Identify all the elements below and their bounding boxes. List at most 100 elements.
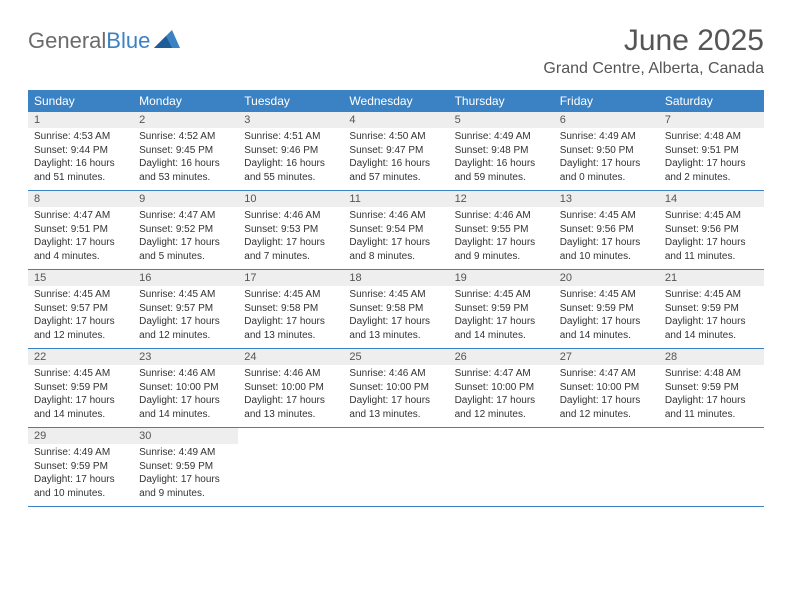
day-cell: Sunrise: 4:49 AMSunset: 9:48 PMDaylight:… [449,128,554,190]
sunset-text: Sunset: 10:00 PM [139,381,232,395]
sunrise-text: Sunrise: 4:52 AM [139,130,232,144]
daylight-text: Daylight: 17 hours and 11 minutes. [665,394,758,421]
sunrise-text: Sunrise: 4:49 AM [560,130,653,144]
day-number: 9 [133,191,238,207]
sunset-text: Sunset: 10:00 PM [455,381,548,395]
sunset-text: Sunset: 10:00 PM [560,381,653,395]
sunset-text: Sunset: 9:44 PM [34,144,127,158]
day-cell: Sunrise: 4:46 AMSunset: 9:54 PMDaylight:… [343,207,448,269]
sunrise-text: Sunrise: 4:47 AM [34,209,127,223]
sunset-text: Sunset: 9:53 PM [244,223,337,237]
daylight-text: Daylight: 16 hours and 55 minutes. [244,157,337,184]
day-number: 26 [449,349,554,365]
day-cell: Sunrise: 4:49 AMSunset: 9:50 PMDaylight:… [554,128,659,190]
daylight-text: Daylight: 17 hours and 14 minutes. [560,315,653,342]
day-cell: Sunrise: 4:45 AMSunset: 9:56 PMDaylight:… [659,207,764,269]
day-number: 17 [238,270,343,286]
day-cell: Sunrise: 4:46 AMSunset: 10:00 PMDaylight… [133,365,238,427]
day-cell: Sunrise: 4:48 AMSunset: 9:59 PMDaylight:… [659,365,764,427]
daylight-text: Daylight: 17 hours and 13 minutes. [349,315,442,342]
day-number-row: 2930 [28,428,764,444]
daylight-text: Daylight: 17 hours and 12 minutes. [139,315,232,342]
day-cell: Sunrise: 4:47 AMSunset: 10:00 PMDaylight… [554,365,659,427]
sunrise-text: Sunrise: 4:45 AM [560,209,653,223]
day-cell: Sunrise: 4:45 AMSunset: 9:58 PMDaylight:… [343,286,448,348]
daylight-text: Daylight: 17 hours and 9 minutes. [455,236,548,263]
calendar: Sunday Monday Tuesday Wednesday Thursday… [28,90,764,507]
weekday-header: Thursday [449,90,554,112]
day-cell: Sunrise: 4:47 AMSunset: 9:51 PMDaylight:… [28,207,133,269]
day-number: 6 [554,112,659,128]
day-cell: Sunrise: 4:46 AMSunset: 9:53 PMDaylight:… [238,207,343,269]
day-cell: Sunrise: 4:47 AMSunset: 10:00 PMDaylight… [449,365,554,427]
sunrise-text: Sunrise: 4:48 AM [665,130,758,144]
day-cell: Sunrise: 4:46 AMSunset: 10:00 PMDaylight… [343,365,448,427]
sunrise-text: Sunrise: 4:51 AM [244,130,337,144]
daylight-text: Daylight: 17 hours and 10 minutes. [34,473,127,500]
sunset-text: Sunset: 9:57 PM [139,302,232,316]
daylight-text: Daylight: 17 hours and 13 minutes. [244,315,337,342]
day-number: 10 [238,191,343,207]
sunset-text: Sunset: 9:51 PM [665,144,758,158]
day-number: 29 [28,428,133,444]
daylight-text: Daylight: 17 hours and 4 minutes. [34,236,127,263]
sunset-text: Sunset: 9:48 PM [455,144,548,158]
sunrise-text: Sunrise: 4:45 AM [665,288,758,302]
daylight-text: Daylight: 17 hours and 13 minutes. [349,394,442,421]
sunset-text: Sunset: 9:55 PM [455,223,548,237]
sunset-text: Sunset: 9:54 PM [349,223,442,237]
sunrise-text: Sunrise: 4:46 AM [349,367,442,381]
day-cell: Sunrise: 4:45 AMSunset: 9:57 PMDaylight:… [133,286,238,348]
sunrise-text: Sunrise: 4:48 AM [665,367,758,381]
daylight-text: Daylight: 17 hours and 14 minutes. [455,315,548,342]
daylight-text: Daylight: 17 hours and 14 minutes. [665,315,758,342]
weeks-container: 1234567Sunrise: 4:53 AMSunset: 9:44 PMDa… [28,112,764,507]
daylight-text: Daylight: 17 hours and 8 minutes. [349,236,442,263]
daylight-text: Daylight: 17 hours and 9 minutes. [139,473,232,500]
daylight-text: Daylight: 17 hours and 14 minutes. [34,394,127,421]
logo: GeneralBlue [28,28,180,54]
day-cell: Sunrise: 4:53 AMSunset: 9:44 PMDaylight:… [28,128,133,190]
sunrise-text: Sunrise: 4:45 AM [455,288,548,302]
sunset-text: Sunset: 10:00 PM [349,381,442,395]
day-cell: Sunrise: 4:51 AMSunset: 9:46 PMDaylight:… [238,128,343,190]
daylight-text: Daylight: 16 hours and 59 minutes. [455,157,548,184]
sunrise-text: Sunrise: 4:49 AM [455,130,548,144]
week-row: Sunrise: 4:45 AMSunset: 9:59 PMDaylight:… [28,365,764,428]
day-cell [659,444,764,506]
sunset-text: Sunset: 10:00 PM [244,381,337,395]
sunset-text: Sunset: 9:59 PM [665,381,758,395]
weekday-header: Saturday [659,90,764,112]
weekday-header: Sunday [28,90,133,112]
logo-triangle-icon [154,28,180,54]
day-number-row: 891011121314 [28,191,764,207]
day-number [343,428,448,444]
day-number: 1 [28,112,133,128]
day-number: 18 [343,270,448,286]
sunset-text: Sunset: 9:56 PM [665,223,758,237]
sunrise-text: Sunrise: 4:46 AM [139,367,232,381]
daylight-text: Daylight: 16 hours and 53 minutes. [139,157,232,184]
day-cell: Sunrise: 4:46 AMSunset: 9:55 PMDaylight:… [449,207,554,269]
sunrise-text: Sunrise: 4:46 AM [455,209,548,223]
daylight-text: Daylight: 17 hours and 11 minutes. [665,236,758,263]
weekday-header: Friday [554,90,659,112]
day-number: 27 [554,349,659,365]
week-row: Sunrise: 4:47 AMSunset: 9:51 PMDaylight:… [28,207,764,270]
title-block: June 2025 Grand Centre, Alberta, Canada [543,24,764,78]
day-cell [449,444,554,506]
logo-text-blue: Blue [106,28,150,54]
day-number: 20 [554,270,659,286]
day-number: 8 [28,191,133,207]
daylight-text: Daylight: 17 hours and 12 minutes. [560,394,653,421]
day-cell: Sunrise: 4:45 AMSunset: 9:59 PMDaylight:… [554,286,659,348]
page-header: GeneralBlue June 2025 Grand Centre, Albe… [28,24,764,78]
sunset-text: Sunset: 9:59 PM [455,302,548,316]
sunrise-text: Sunrise: 4:45 AM [139,288,232,302]
week-row: Sunrise: 4:45 AMSunset: 9:57 PMDaylight:… [28,286,764,349]
sunset-text: Sunset: 9:46 PM [244,144,337,158]
day-cell [554,444,659,506]
daylight-text: Daylight: 16 hours and 57 minutes. [349,157,442,184]
sunset-text: Sunset: 9:59 PM [34,381,127,395]
daylight-text: Daylight: 17 hours and 14 minutes. [139,394,232,421]
